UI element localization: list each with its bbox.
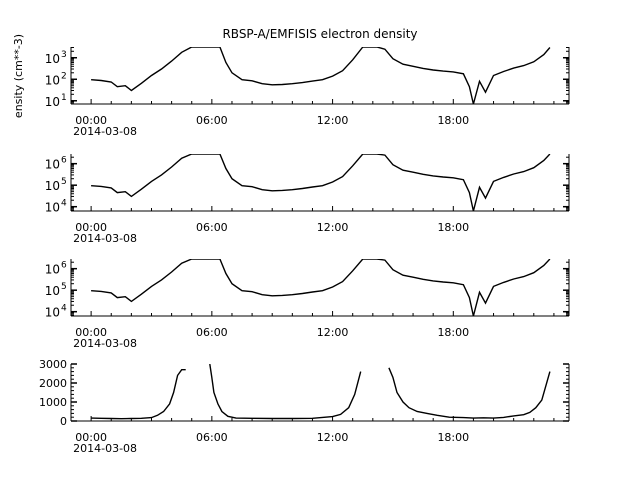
y-tick-exponent: 5 — [61, 177, 67, 187]
x-tick-label: 18:00 — [437, 114, 469, 127]
series-line-panel-3-1 — [91, 259, 551, 316]
y-tick-label: 10 — [45, 73, 60, 87]
date-label: 2014-03-08 — [73, 125, 137, 138]
x-tick-label: 00:00 — [75, 431, 107, 444]
x-tick-label: 06:00 — [196, 431, 228, 444]
x-tick-label: 12:00 — [317, 326, 349, 339]
y-tick-exponent: 1 — [61, 93, 67, 103]
x-tick-label: 06:00 — [196, 221, 228, 234]
chart-title: RBSP-A/EMFISIS electron density — [222, 27, 417, 41]
y-tick-exponent: 3 — [61, 50, 67, 60]
y-tick-exponent: 4 — [61, 199, 67, 209]
x-tick-label: 00:00 — [75, 326, 107, 339]
y-tick-label: 10 — [45, 179, 60, 193]
y-tick-exponent: 2 — [61, 71, 67, 81]
x-tick-label: 12:00 — [317, 114, 349, 127]
y-tick-label: 10 — [45, 95, 60, 109]
y-tick-exponent: 6 — [61, 261, 67, 271]
series-line-panel-4-1 — [91, 369, 186, 420]
y-tick-label: 10 — [45, 284, 60, 298]
y-tick-label: 1000 — [39, 396, 67, 409]
series-line-panel-1-1 — [91, 47, 551, 104]
series-line-panel-4-2 — [209, 364, 362, 420]
x-tick-label: 06:00 — [196, 114, 228, 127]
y-tick-label: 3000 — [39, 358, 67, 371]
date-label: 2014-03-08 — [73, 442, 137, 455]
x-tick-label: 06:00 — [196, 326, 228, 339]
y-tick-label: 10 — [45, 201, 60, 215]
y-tick-exponent: 4 — [61, 304, 67, 314]
date-label: 2014-03-08 — [73, 337, 137, 350]
x-tick-label: 18:00 — [437, 431, 469, 444]
y-axis-label: ensity (cm**-3) — [12, 34, 25, 118]
y-tick-label: 10 — [45, 306, 60, 320]
x-tick-label: 12:00 — [317, 221, 349, 234]
y-tick-exponent: 6 — [61, 156, 67, 166]
x-tick-label: 12:00 — [317, 431, 349, 444]
y-tick-label: 10 — [45, 52, 60, 66]
series-line-panel-4-3 — [388, 367, 551, 419]
panel-4: 00:00 06:00 12:00 18:00 2014-03-08 0 1000 2000 3… — [39, 358, 570, 455]
x-tick-label: 18:00 — [437, 326, 469, 339]
y-tick-exponent: 5 — [61, 282, 67, 292]
date-label: 2014-03-08 — [73, 232, 137, 245]
y-tick-label: 2000 — [39, 377, 67, 390]
x-tick-label: 18:00 — [437, 221, 469, 234]
x-tick-label: 00:00 — [75, 221, 107, 234]
series-line-panel-2-1 — [91, 154, 551, 211]
x-tick-label: 00:00 — [75, 114, 107, 127]
y-tick-label: 10 — [45, 263, 60, 277]
y-tick-label: 10 — [45, 158, 60, 172]
y-tick-label: 0 — [60, 415, 67, 428]
